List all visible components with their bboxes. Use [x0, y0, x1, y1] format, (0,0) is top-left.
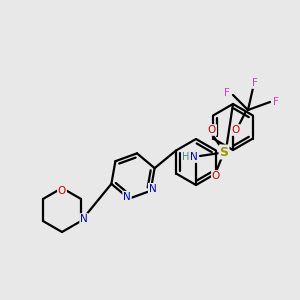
Text: N: N: [123, 192, 131, 202]
Text: N: N: [149, 184, 157, 194]
Text: F: F: [252, 78, 258, 88]
Text: O: O: [208, 125, 216, 135]
Text: S: S: [220, 146, 229, 158]
Text: O: O: [212, 171, 220, 181]
Text: N: N: [190, 152, 198, 162]
Text: N: N: [80, 214, 88, 224]
Text: O: O: [232, 125, 240, 135]
Text: O: O: [58, 186, 66, 196]
Text: F: F: [273, 97, 279, 107]
Text: H: H: [182, 152, 190, 162]
Text: F: F: [224, 88, 230, 98]
